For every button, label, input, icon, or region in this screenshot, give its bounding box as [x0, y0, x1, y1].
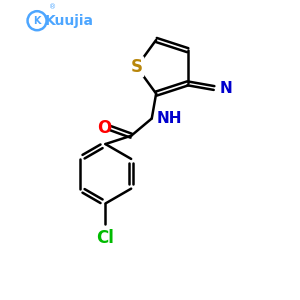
Text: NH: NH: [156, 111, 182, 126]
Text: S: S: [130, 58, 142, 76]
Text: K: K: [33, 16, 41, 26]
Text: N: N: [220, 80, 233, 95]
Text: O: O: [97, 119, 111, 137]
Text: ®: ®: [49, 4, 56, 10]
Text: Cl: Cl: [97, 229, 114, 247]
Text: Kuujia: Kuujia: [45, 14, 94, 28]
